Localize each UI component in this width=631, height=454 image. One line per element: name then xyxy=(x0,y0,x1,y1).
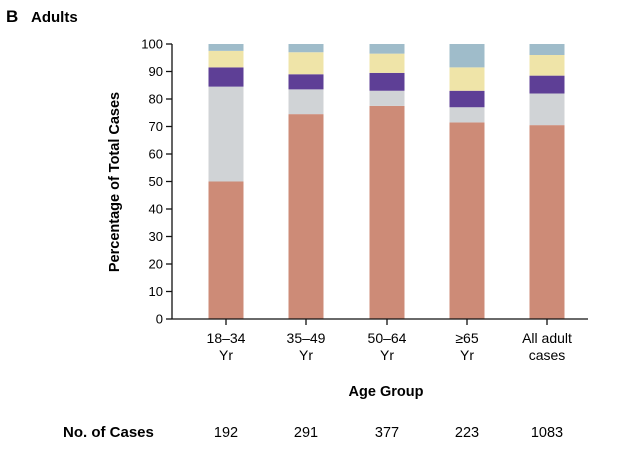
bar-segment-1-3 xyxy=(208,67,244,87)
panel-letter: B xyxy=(6,7,18,26)
bar-segment-5-2 xyxy=(529,93,565,126)
x-axis-title: Age Group xyxy=(349,384,424,400)
bar-segment-2-4 xyxy=(288,52,324,75)
bar-segment-5-5 xyxy=(529,44,565,55)
bar-segment-2-1 xyxy=(288,114,324,319)
bar-segment-5-1 xyxy=(529,125,565,319)
x-category-label-line2: cases xyxy=(529,347,566,363)
bar-segment-3-2 xyxy=(369,90,405,106)
x-category-label-line2: Yr xyxy=(219,347,233,363)
bar-segment-4-3 xyxy=(449,90,485,108)
y-tick-label: 20 xyxy=(149,257,163,272)
x-category-label-line2: Yr xyxy=(299,347,313,363)
bar-segment-4-2 xyxy=(449,107,485,123)
bar-segment-3-1 xyxy=(369,105,405,319)
bar-segment-1-5 xyxy=(208,44,244,51)
bar-segment-2-5 xyxy=(288,44,324,53)
x-category-label-line2: Yr xyxy=(380,347,394,363)
y-tick-label: 80 xyxy=(149,92,163,107)
x-category-label-line1: 50–64 xyxy=(368,330,407,346)
bar-segment-1-2 xyxy=(208,86,244,182)
cases-row-label: No. of Cases xyxy=(63,424,154,441)
y-tick-label: 0 xyxy=(156,312,163,327)
cases-value: 1083 xyxy=(531,425,563,441)
bar-segment-3-5 xyxy=(369,44,405,54)
cases-value: 192 xyxy=(214,425,238,441)
cases-value: 223 xyxy=(455,425,479,441)
y-tick-label: 40 xyxy=(149,202,163,217)
y-tick-label: 10 xyxy=(149,284,163,299)
bar-segment-4-5 xyxy=(449,44,485,68)
x-category-label-line2: Yr xyxy=(460,347,474,363)
y-tick-label: 70 xyxy=(149,119,163,134)
bar-segment-2-3 xyxy=(288,74,324,90)
bar-segment-1-1 xyxy=(208,181,244,319)
x-category-label-line1: 18–34 xyxy=(207,330,246,346)
x-category-label-line1: ≥65 xyxy=(455,330,478,346)
bar-segment-3-4 xyxy=(369,53,405,73)
x-category-label-line1: All adult xyxy=(522,330,572,346)
y-tick-label: 90 xyxy=(149,64,163,79)
bars-group xyxy=(208,44,565,319)
cases-row: 192 291 377 223 1083 xyxy=(214,425,563,441)
y-tick-label: 100 xyxy=(141,37,163,52)
bar-segment-3-3 xyxy=(369,72,405,91)
y-tick-label: 60 xyxy=(149,147,163,162)
y-axis-title: Percentage of Total Cases xyxy=(107,92,123,272)
bar-segment-4-1 xyxy=(449,122,485,319)
bar-segment-1-4 xyxy=(208,50,244,68)
bar-segment-2-2 xyxy=(288,89,324,115)
y-tick-label: 30 xyxy=(149,229,163,244)
panel-title: Adults xyxy=(31,9,78,26)
cases-value: 377 xyxy=(375,425,399,441)
x-category-label-line1: 35–49 xyxy=(287,330,326,346)
y-tick-label: 50 xyxy=(149,174,163,189)
bar-segment-4-4 xyxy=(449,67,485,91)
cases-value: 291 xyxy=(294,425,318,441)
y-axis: 0 10 20 30 40 50 60 70 80 90 100 xyxy=(141,37,588,327)
bar-segment-5-3 xyxy=(529,75,565,94)
bar-segment-5-4 xyxy=(529,55,565,76)
